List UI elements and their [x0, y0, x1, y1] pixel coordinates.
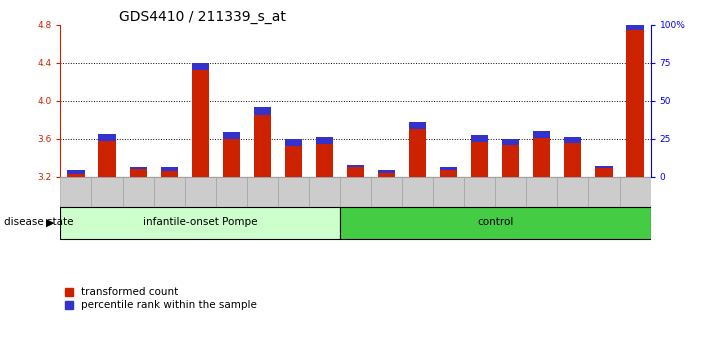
Bar [378, 170, 395, 173]
Bar [347, 167, 364, 177]
Bar [371, 25, 402, 177]
Bar [533, 138, 550, 177]
Bar [254, 107, 271, 115]
Text: ▶: ▶ [46, 217, 55, 227]
Bar [471, 135, 488, 142]
Bar [154, 25, 185, 177]
Bar [347, 165, 364, 167]
Bar [122, 177, 154, 232]
Text: disease state: disease state [4, 217, 73, 227]
Bar [223, 139, 240, 177]
Bar [433, 25, 464, 177]
Text: control: control [477, 217, 513, 227]
Bar [371, 177, 402, 232]
Bar [285, 145, 302, 177]
Bar [340, 177, 371, 232]
Bar [502, 145, 519, 177]
Bar [316, 144, 333, 177]
Bar [565, 143, 582, 177]
Bar [440, 167, 457, 170]
Bar [316, 137, 333, 144]
Bar [99, 134, 116, 141]
Bar [223, 132, 240, 139]
Bar [92, 25, 122, 177]
Bar [215, 25, 247, 177]
Bar [402, 177, 433, 232]
Bar [309, 177, 340, 232]
Bar [409, 122, 426, 130]
Text: GDS4410 / 211339_s_at: GDS4410 / 211339_s_at [119, 10, 287, 24]
Bar [129, 166, 146, 170]
Bar [285, 139, 302, 145]
Bar [595, 169, 612, 177]
Bar [557, 25, 589, 177]
Bar [433, 177, 464, 232]
Bar [526, 177, 557, 232]
Bar [278, 25, 309, 177]
Bar [161, 171, 178, 177]
Bar [99, 141, 116, 177]
Bar [247, 25, 278, 177]
Text: infantile-onset Pompe: infantile-onset Pompe [143, 217, 257, 227]
Bar [185, 25, 215, 177]
Bar [619, 25, 651, 177]
Bar [626, 22, 643, 30]
Bar [60, 207, 340, 239]
Bar [409, 130, 426, 177]
Bar [496, 25, 526, 177]
Bar [161, 167, 178, 171]
Bar [340, 25, 371, 177]
Bar [464, 177, 496, 232]
Bar [496, 177, 526, 232]
Bar [619, 177, 651, 232]
Bar [254, 115, 271, 177]
Bar [92, 177, 122, 232]
Bar [247, 177, 278, 232]
Bar [589, 177, 619, 232]
Bar [378, 173, 395, 177]
Bar [60, 177, 92, 232]
Bar [192, 63, 209, 70]
Bar [502, 139, 519, 145]
Bar [565, 137, 582, 143]
Bar [215, 177, 247, 232]
Bar [557, 177, 589, 232]
Bar [154, 177, 185, 232]
Bar [402, 25, 433, 177]
Bar [122, 25, 154, 177]
Bar [60, 25, 92, 177]
Bar [309, 25, 340, 177]
Bar [68, 170, 85, 174]
Bar [129, 170, 146, 177]
Bar [464, 25, 496, 177]
Bar [340, 207, 651, 239]
Bar [589, 25, 619, 177]
Bar [526, 25, 557, 177]
Bar [278, 177, 309, 232]
Bar [185, 177, 215, 232]
Legend: transformed count, percentile rank within the sample: transformed count, percentile rank withi… [60, 283, 262, 315]
Bar [533, 131, 550, 138]
Bar [626, 30, 643, 177]
Bar [68, 174, 85, 177]
Bar [471, 142, 488, 177]
Bar [440, 170, 457, 177]
Bar [595, 166, 612, 169]
Bar [192, 70, 209, 177]
